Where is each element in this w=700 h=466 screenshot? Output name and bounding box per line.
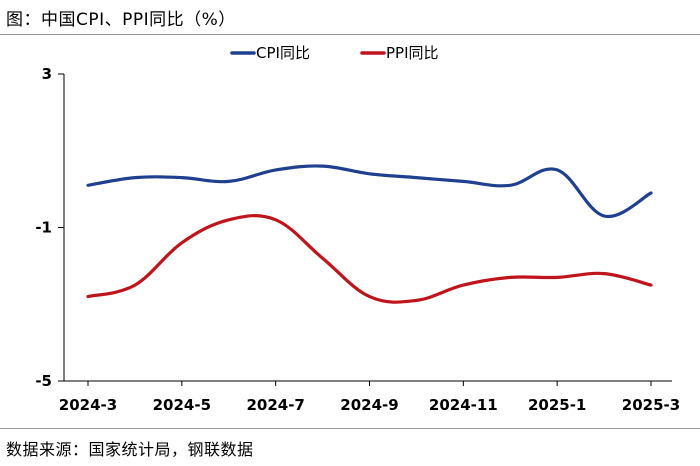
y-tick-label: -5: [35, 372, 52, 390]
x-tick-label: 2024-7: [246, 396, 304, 414]
source-note: 数据来源：国家统计局，钢联数据: [6, 440, 254, 459]
x-tick-label: 2024-9: [340, 396, 398, 414]
legend-label: PPI同比: [386, 44, 439, 62]
x-tick-label: 2024-3: [59, 396, 117, 414]
x-tick-label: 2024-5: [153, 396, 211, 414]
chart-axes: [63, 74, 672, 382]
y-tick-label: -1: [35, 219, 52, 237]
chart-ticks: 3 -1 -5 2024-3 2024-5 2024-7 2024-9 2024-11 2025…: [35, 65, 680, 414]
legend-label: CPI同比: [256, 44, 310, 62]
chart-legend: CPI同比 PPI同比: [230, 44, 439, 62]
y-tick-label: 3: [42, 65, 52, 83]
chart-series: [86, 164, 653, 304]
footer-divider: [0, 428, 700, 429]
x-tick-label: 2024-11: [429, 396, 498, 414]
header-divider: [0, 34, 700, 35]
series-line-cpi: [86, 164, 653, 218]
page-title: 图：中国CPI、PPI同比（%）: [6, 10, 236, 30]
x-tick-label: 2025-1: [528, 396, 586, 414]
x-tick-label: 2025-3: [622, 396, 680, 414]
series-line-ppi: [86, 214, 653, 304]
